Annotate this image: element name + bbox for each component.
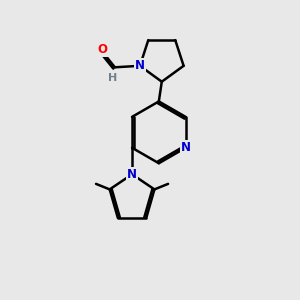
Text: N: N (135, 59, 145, 72)
Text: O: O (98, 43, 107, 56)
Text: H: H (108, 74, 117, 83)
Text: N: N (181, 141, 190, 154)
Text: N: N (127, 168, 137, 181)
